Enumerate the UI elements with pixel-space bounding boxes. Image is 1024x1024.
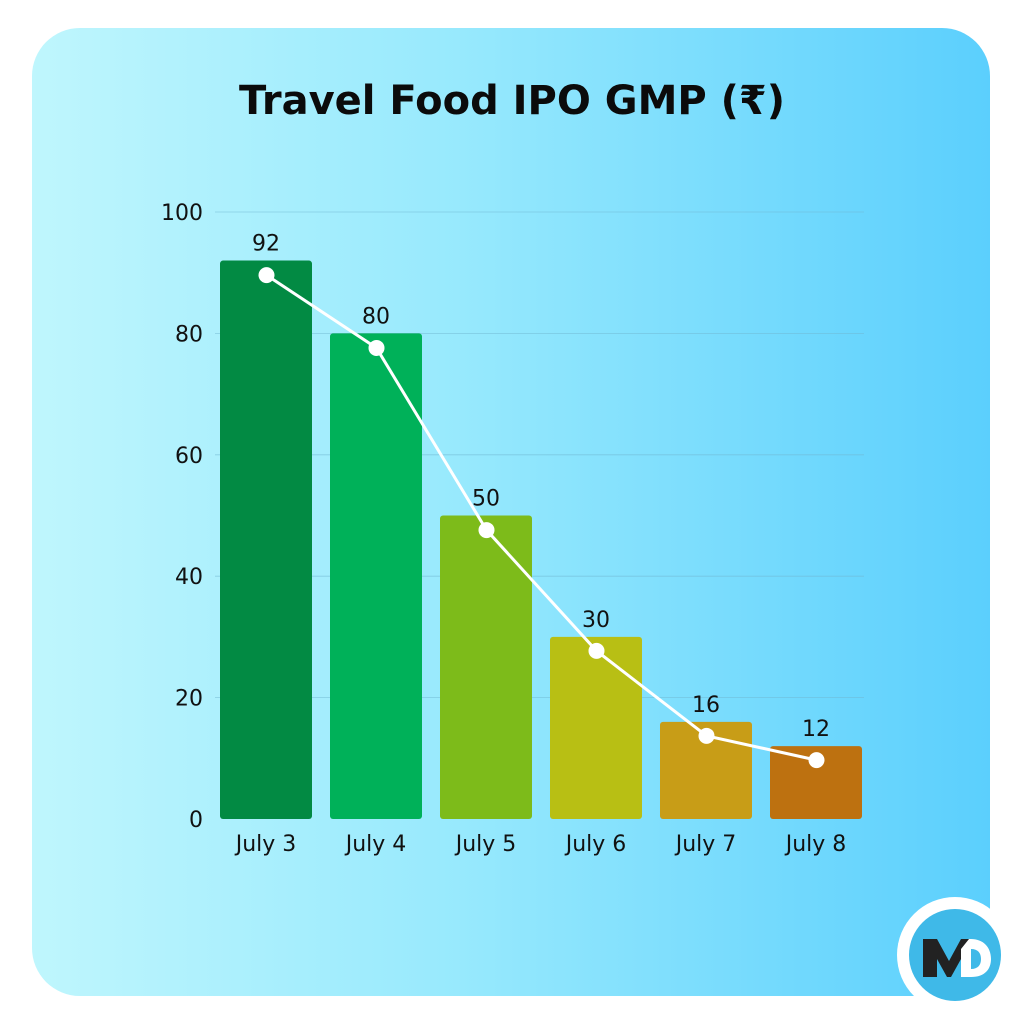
data-label: 92 xyxy=(252,232,280,257)
x-tick-label: July 8 xyxy=(784,832,847,857)
trend-point xyxy=(258,267,275,284)
data-label: 80 xyxy=(362,304,390,329)
y-tick-label: 80 xyxy=(175,322,203,347)
x-tick-label: July 4 xyxy=(344,832,407,857)
trend-point xyxy=(588,642,605,659)
x-tick-label: July 6 xyxy=(564,832,627,857)
y-tick-label: 20 xyxy=(175,687,203,712)
x-tick-label: July 3 xyxy=(234,832,297,857)
y-tick-label: 0 xyxy=(189,808,203,833)
bar xyxy=(770,746,862,819)
y-tick-label: 40 xyxy=(175,565,203,590)
bar xyxy=(660,721,752,819)
md-logo xyxy=(897,897,1013,1013)
bar xyxy=(220,260,312,819)
bar xyxy=(330,333,422,819)
y-tick-label: 100 xyxy=(161,201,203,226)
y-tick-label: 60 xyxy=(175,444,203,469)
data-label: 50 xyxy=(472,487,500,512)
data-label: 12 xyxy=(802,717,830,742)
x-tick-label: July 7 xyxy=(674,832,737,857)
md-logo-icon xyxy=(923,939,991,977)
data-label: 30 xyxy=(582,608,610,633)
trend-point xyxy=(368,339,385,356)
bar xyxy=(440,515,532,819)
bar xyxy=(550,636,642,819)
chart-card xyxy=(32,28,990,996)
trend-line xyxy=(265,273,817,762)
x-tick-label: July 5 xyxy=(454,832,517,857)
data-label: 16 xyxy=(692,693,720,718)
trend-point xyxy=(478,522,495,539)
trend-point xyxy=(808,752,825,769)
chart-title: Travel Food IPO GMP (₹) xyxy=(238,78,786,124)
md-logo-badge xyxy=(909,909,1001,1001)
trend-point xyxy=(698,727,715,744)
